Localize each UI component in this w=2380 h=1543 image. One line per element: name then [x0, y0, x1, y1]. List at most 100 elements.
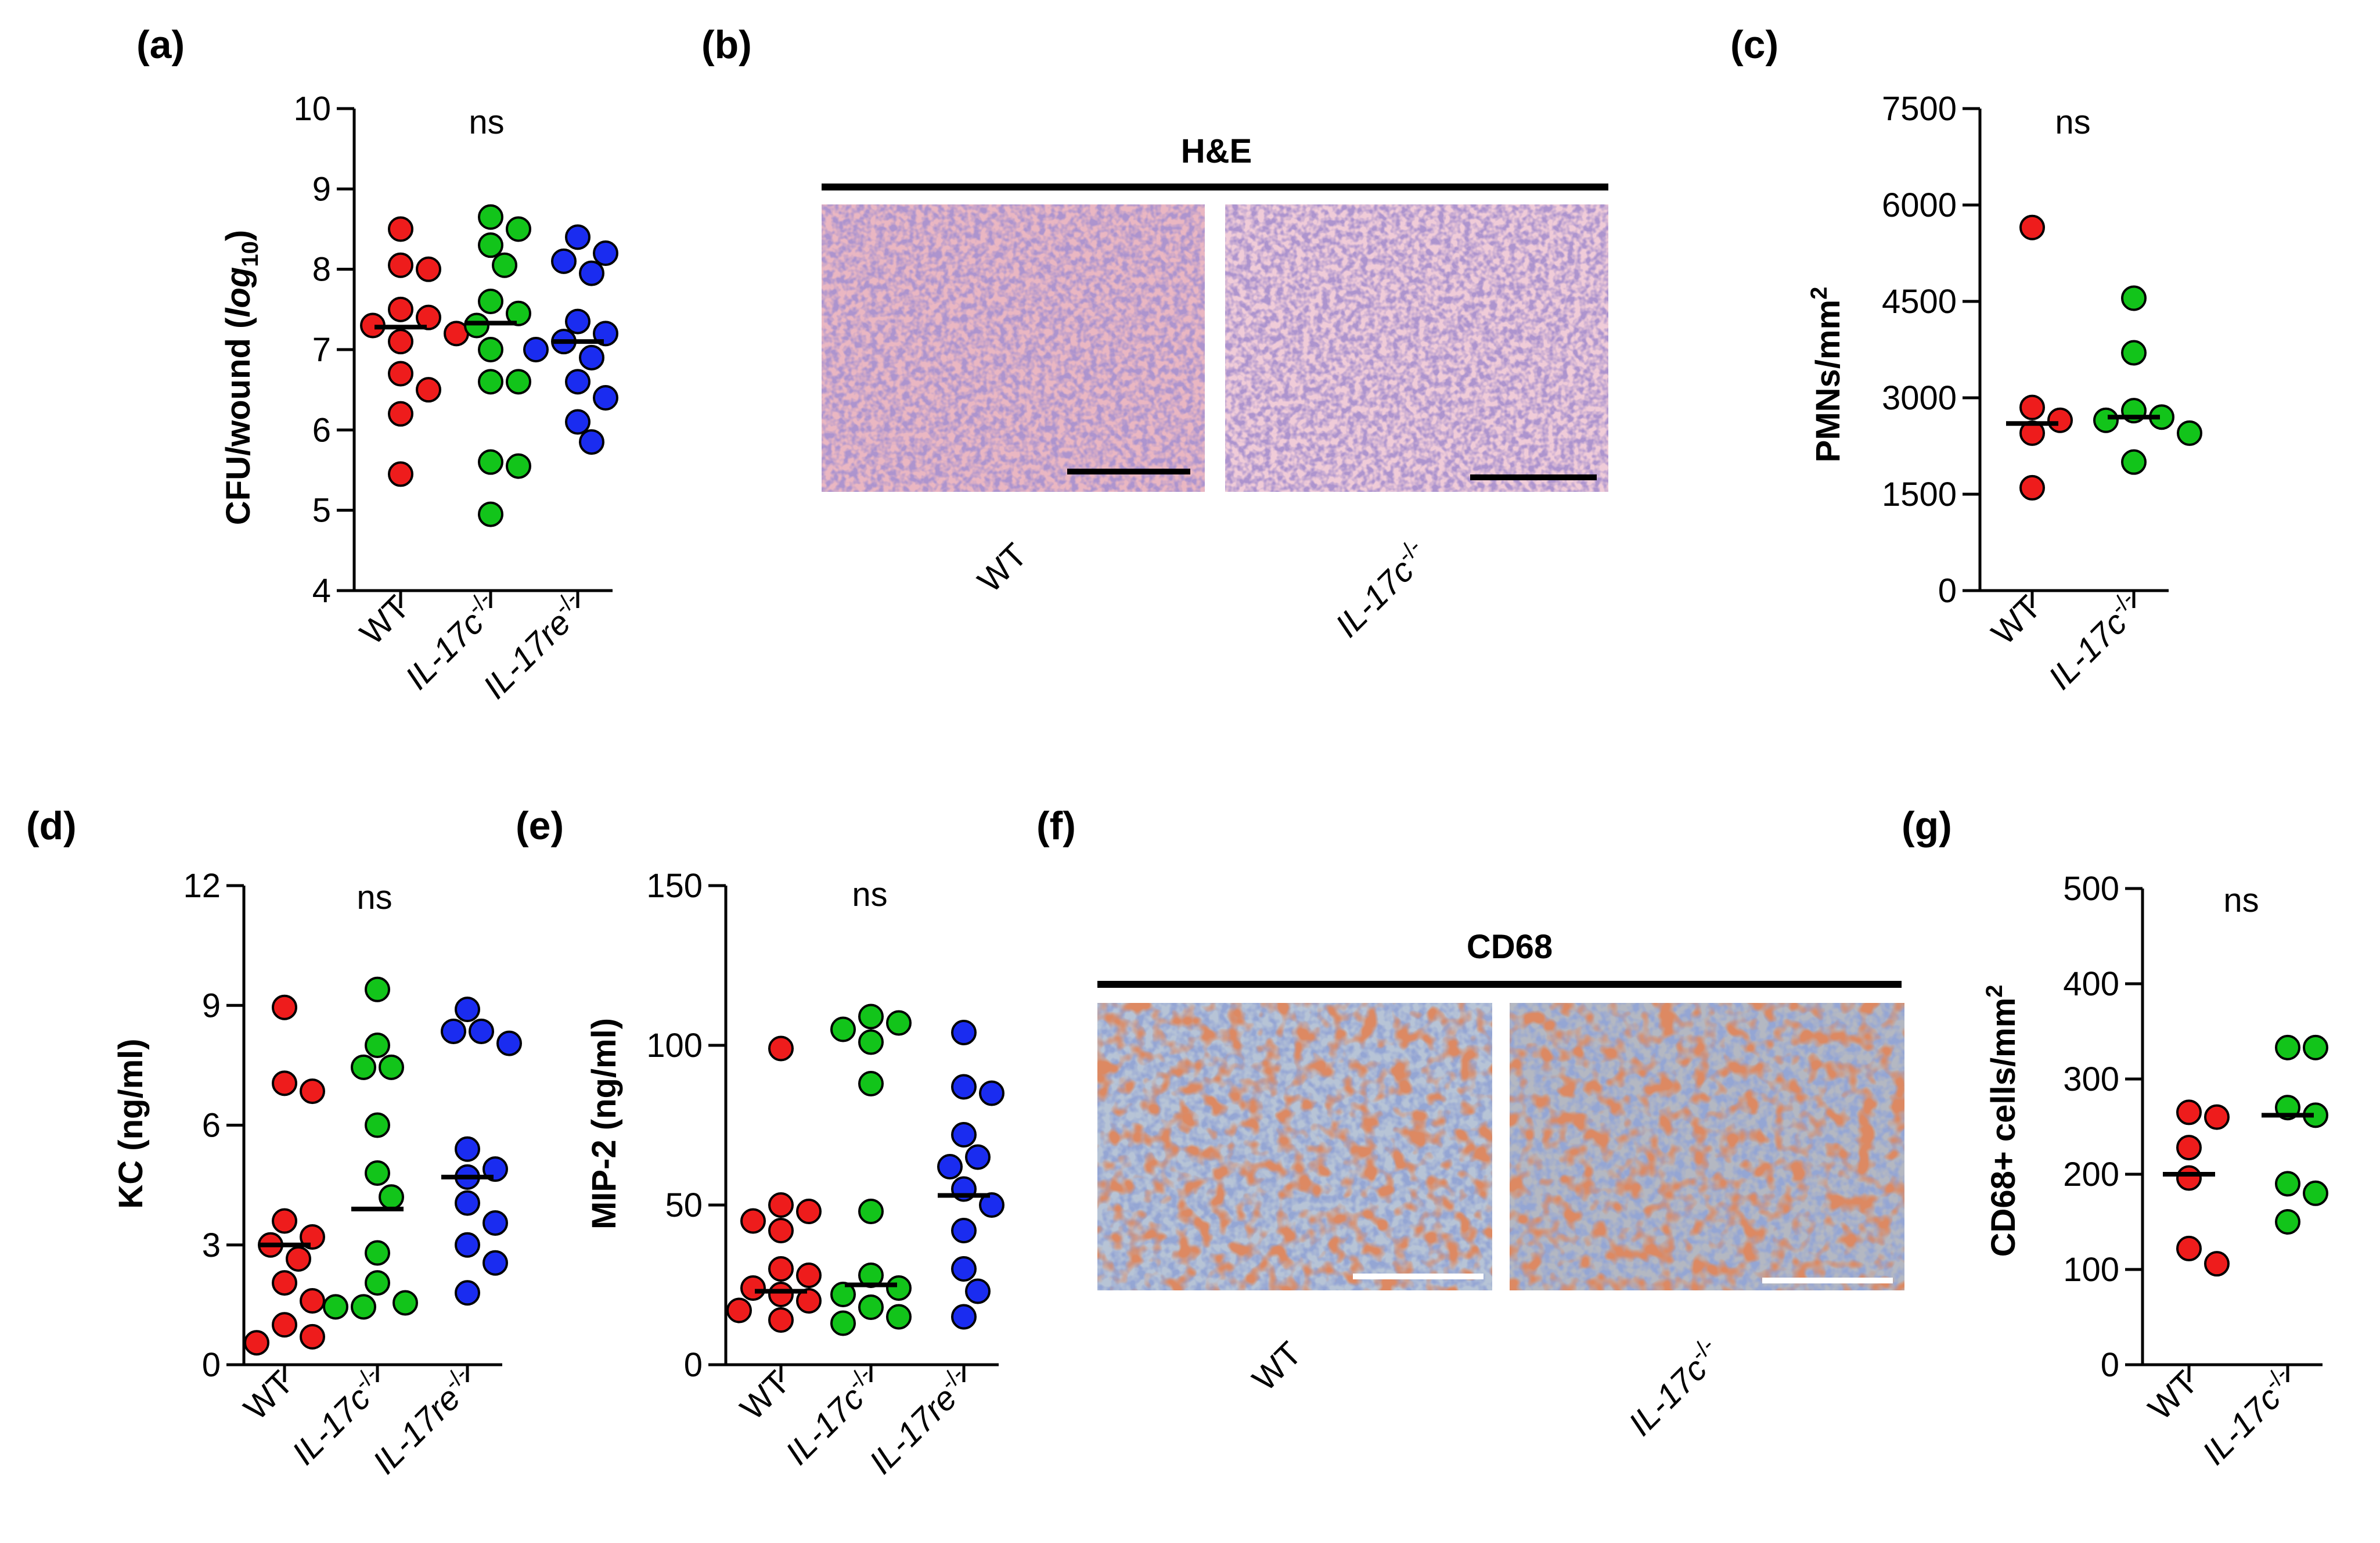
y-tick-label: 4500 — [1882, 283, 1957, 321]
y-tick-label: 100 — [2063, 1251, 2119, 1289]
data-point-il-17c — [365, 1240, 390, 1266]
data-point-il-17c — [2275, 1171, 2300, 1197]
data-point-il-17c — [886, 1010, 912, 1036]
data-point-il-17c — [478, 232, 503, 258]
cd68-ko-stain — [1510, 1003, 1904, 1290]
data-point-il-17c — [478, 289, 503, 314]
data-point-il-17re — [523, 337, 549, 362]
data-point-il-17c — [506, 216, 531, 242]
ns-annotation-a: ns — [469, 103, 504, 141]
y-tick-label: 12 — [183, 867, 221, 905]
data-point-wt — [272, 1312, 297, 1338]
y-tick-label: 7500 — [1882, 90, 1957, 128]
data-point-wt — [2019, 474, 2045, 501]
data-point-il-17c — [379, 1054, 404, 1080]
y-tick-label: 9 — [202, 987, 221, 1024]
data-point-il-17re — [593, 240, 618, 266]
y-tick-label: 100 — [646, 1027, 703, 1064]
data-point-wt — [740, 1275, 766, 1301]
data-point-wt — [388, 361, 413, 387]
ns-annotation-d: ns — [357, 879, 392, 916]
cd68-wt-label: WT — [1245, 1335, 1309, 1398]
y-tick-label: 3000 — [1882, 379, 1957, 417]
data-point-il-17c — [365, 1160, 390, 1186]
panel-label-c: (c) — [1730, 23, 1778, 67]
cd68-wt-stain — [1097, 1003, 1492, 1290]
he-wt-texture — [822, 204, 1205, 492]
data-point-wt — [300, 1288, 325, 1314]
data-point-il-17re — [951, 1122, 977, 1148]
data-point-il-17c — [2093, 407, 2119, 433]
data-point-il-17re — [979, 1080, 1004, 1106]
data-point-il-17re — [579, 344, 604, 371]
data-point-il-17c — [2275, 1209, 2300, 1235]
data-point-il-17c — [886, 1275, 912, 1301]
data-point-wt — [286, 1246, 311, 1272]
ns-annotation-e: ns — [852, 876, 887, 913]
data-point-il-17c — [506, 369, 531, 395]
panel-label-b: (b) — [701, 23, 752, 67]
x-tick-label: IL-17c-/- — [2039, 587, 2149, 697]
he-title: H&E — [1181, 132, 1252, 170]
data-point-wt — [768, 1192, 794, 1218]
data-point-wt — [272, 1270, 297, 1296]
data-point-il-17re — [565, 369, 591, 395]
data-point-wt — [2176, 1099, 2202, 1125]
data-point-il-17c — [365, 976, 390, 1002]
x-tick-label: WT — [2141, 1364, 2205, 1427]
y-tick-label: 50 — [665, 1186, 703, 1224]
data-point-il-17re — [579, 260, 604, 286]
data-point-il-17re — [565, 308, 591, 335]
y-tick-label: 7 — [312, 331, 331, 369]
data-point-il-17c — [858, 1029, 884, 1055]
y-tick-label: 0 — [1938, 572, 1957, 610]
data-point-il-17re — [979, 1192, 1004, 1218]
data-point-wt — [768, 1035, 794, 1062]
data-point-il-17re — [593, 385, 618, 411]
data-point-il-17re — [455, 1280, 480, 1306]
data-point-il-17c — [2121, 285, 2147, 311]
data-point-wt — [388, 216, 413, 242]
data-point-wt — [2204, 1251, 2230, 1277]
data-point-wt — [388, 329, 413, 355]
y-axis-label-g: CD68+ cells/mm2 — [1982, 985, 2022, 1257]
data-point-wt — [796, 1263, 822, 1288]
y-tick-label: 0 — [684, 1346, 703, 1384]
data-point-il-17c — [830, 1016, 856, 1042]
data-point-wt — [272, 1070, 297, 1096]
data-point-il-17c — [830, 1282, 856, 1307]
x-tick-label: IL-17c-/- — [2193, 1362, 2303, 1472]
data-point-il-17re — [551, 248, 577, 274]
data-point-il-17c — [858, 1004, 884, 1030]
data-point-wt — [388, 401, 413, 427]
data-point-il-17re — [483, 1250, 508, 1276]
data-point-il-17c — [478, 204, 503, 230]
data-point-il-17c — [858, 1199, 884, 1224]
data-point-il-17c — [2121, 340, 2147, 366]
cd68-wt-image — [1097, 1003, 1492, 1290]
data-point-wt — [2176, 1235, 2202, 1261]
data-point-il-17re — [496, 1030, 522, 1056]
data-point-il-17re — [951, 1304, 977, 1330]
y-tick-label: 8 — [312, 251, 331, 289]
cd68-ko-image — [1510, 1003, 1904, 1290]
data-point-il-17c — [365, 1033, 390, 1058]
cd68-title: CD68 — [1467, 928, 1553, 966]
ns-annotation-c: ns — [2055, 103, 2090, 141]
data-point-wt — [726, 1297, 752, 1323]
he-ko-texture — [1225, 204, 1608, 492]
data-point-wt — [796, 1288, 822, 1314]
data-point-il-17re — [951, 1218, 977, 1243]
y-axis-label-e: MIP-2 (ng/ml) — [585, 1018, 623, 1229]
data-point-il-17c — [323, 1294, 348, 1320]
y-axis-label-a: CFU/wound (log10) — [219, 230, 263, 525]
data-point-wt — [272, 994, 297, 1020]
data-point-il-17re — [965, 1278, 991, 1304]
data-point-wt — [796, 1199, 822, 1224]
data-point-wt — [272, 1208, 297, 1234]
